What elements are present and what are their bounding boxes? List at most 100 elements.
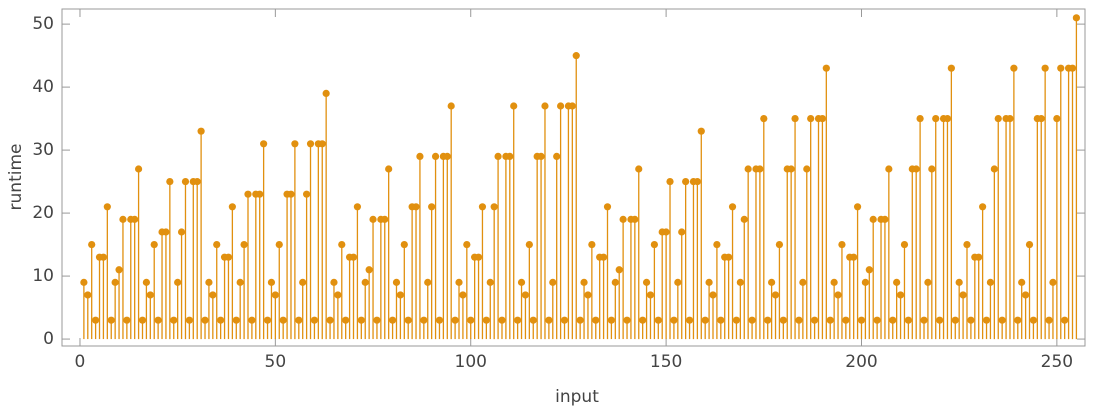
- point: [1022, 291, 1030, 299]
- point: [979, 203, 987, 211]
- x-tick-label: 0: [75, 352, 86, 372]
- point: [217, 316, 225, 324]
- point: [732, 316, 741, 324]
- point: [795, 316, 803, 324]
- point: [322, 89, 330, 98]
- x-tick-label: 250: [1041, 352, 1073, 372]
- point: [916, 115, 924, 123]
- point: [853, 203, 862, 211]
- point: [342, 316, 350, 324]
- x-axis-label: input: [555, 387, 599, 407]
- point: [857, 316, 866, 324]
- point: [635, 165, 643, 173]
- point: [889, 316, 897, 324]
- point: [701, 316, 709, 324]
- point: [541, 102, 549, 110]
- point: [416, 152, 424, 160]
- point: [330, 278, 338, 286]
- point: [447, 102, 455, 110]
- point: [400, 240, 408, 249]
- point: [369, 215, 377, 223]
- point: [213, 240, 221, 249]
- point: [799, 278, 807, 286]
- point: [1025, 240, 1034, 249]
- point: [275, 240, 283, 249]
- point: [381, 215, 389, 223]
- point: [924, 278, 932, 286]
- point: [318, 140, 326, 148]
- point: [107, 316, 115, 324]
- point: [490, 203, 498, 211]
- point: [420, 316, 428, 324]
- point: [494, 152, 502, 160]
- point: [349, 253, 358, 261]
- point: [881, 215, 889, 223]
- point: [392, 278, 401, 286]
- point: [861, 278, 869, 286]
- point: [177, 228, 186, 236]
- point: [619, 215, 627, 223]
- point: [525, 240, 533, 249]
- point: [869, 215, 877, 223]
- point: [498, 316, 506, 324]
- point: [674, 278, 682, 286]
- point: [990, 165, 998, 173]
- point: [986, 278, 995, 286]
- point: [388, 316, 397, 324]
- point: [955, 278, 963, 286]
- point: [631, 215, 639, 223]
- y-tick-label: 20: [32, 203, 54, 223]
- point: [592, 316, 600, 324]
- point: [299, 278, 307, 286]
- point: [119, 215, 127, 223]
- point: [1057, 64, 1065, 72]
- point: [728, 203, 737, 211]
- point: [443, 152, 451, 160]
- point: [744, 165, 752, 173]
- point: [521, 291, 530, 299]
- point: [998, 316, 1006, 324]
- point: [1014, 316, 1022, 324]
- point: [365, 266, 373, 274]
- point: [537, 152, 545, 160]
- point: [197, 127, 205, 135]
- point: [693, 177, 701, 186]
- point: [404, 316, 412, 324]
- point: [545, 316, 553, 324]
- point: [310, 316, 319, 324]
- y-tick-label: 30: [32, 140, 54, 160]
- point: [482, 316, 490, 324]
- point: [412, 203, 420, 211]
- point: [904, 316, 912, 324]
- x-tick-label: 50: [265, 352, 287, 372]
- point: [1068, 64, 1077, 72]
- point: [740, 215, 748, 223]
- point: [623, 316, 631, 324]
- point: [303, 190, 311, 198]
- point: [642, 278, 651, 286]
- point: [568, 102, 576, 110]
- point: [850, 253, 858, 261]
- point: [134, 165, 143, 173]
- point: [478, 203, 487, 211]
- point: [455, 278, 463, 286]
- point: [826, 316, 834, 324]
- y-tick-label: 10: [32, 266, 54, 286]
- point: [103, 203, 111, 211]
- point: [506, 152, 514, 160]
- point: [435, 316, 444, 324]
- point: [834, 291, 842, 299]
- point: [138, 316, 147, 324]
- point: [768, 278, 776, 286]
- point: [1061, 316, 1069, 324]
- x-tick-label: 200: [845, 352, 877, 372]
- point: [263, 316, 272, 324]
- point: [670, 316, 678, 324]
- point: [775, 240, 784, 249]
- point: [936, 316, 944, 324]
- point: [514, 316, 522, 324]
- point: [357, 316, 365, 324]
- point: [947, 64, 955, 72]
- point: [174, 278, 182, 286]
